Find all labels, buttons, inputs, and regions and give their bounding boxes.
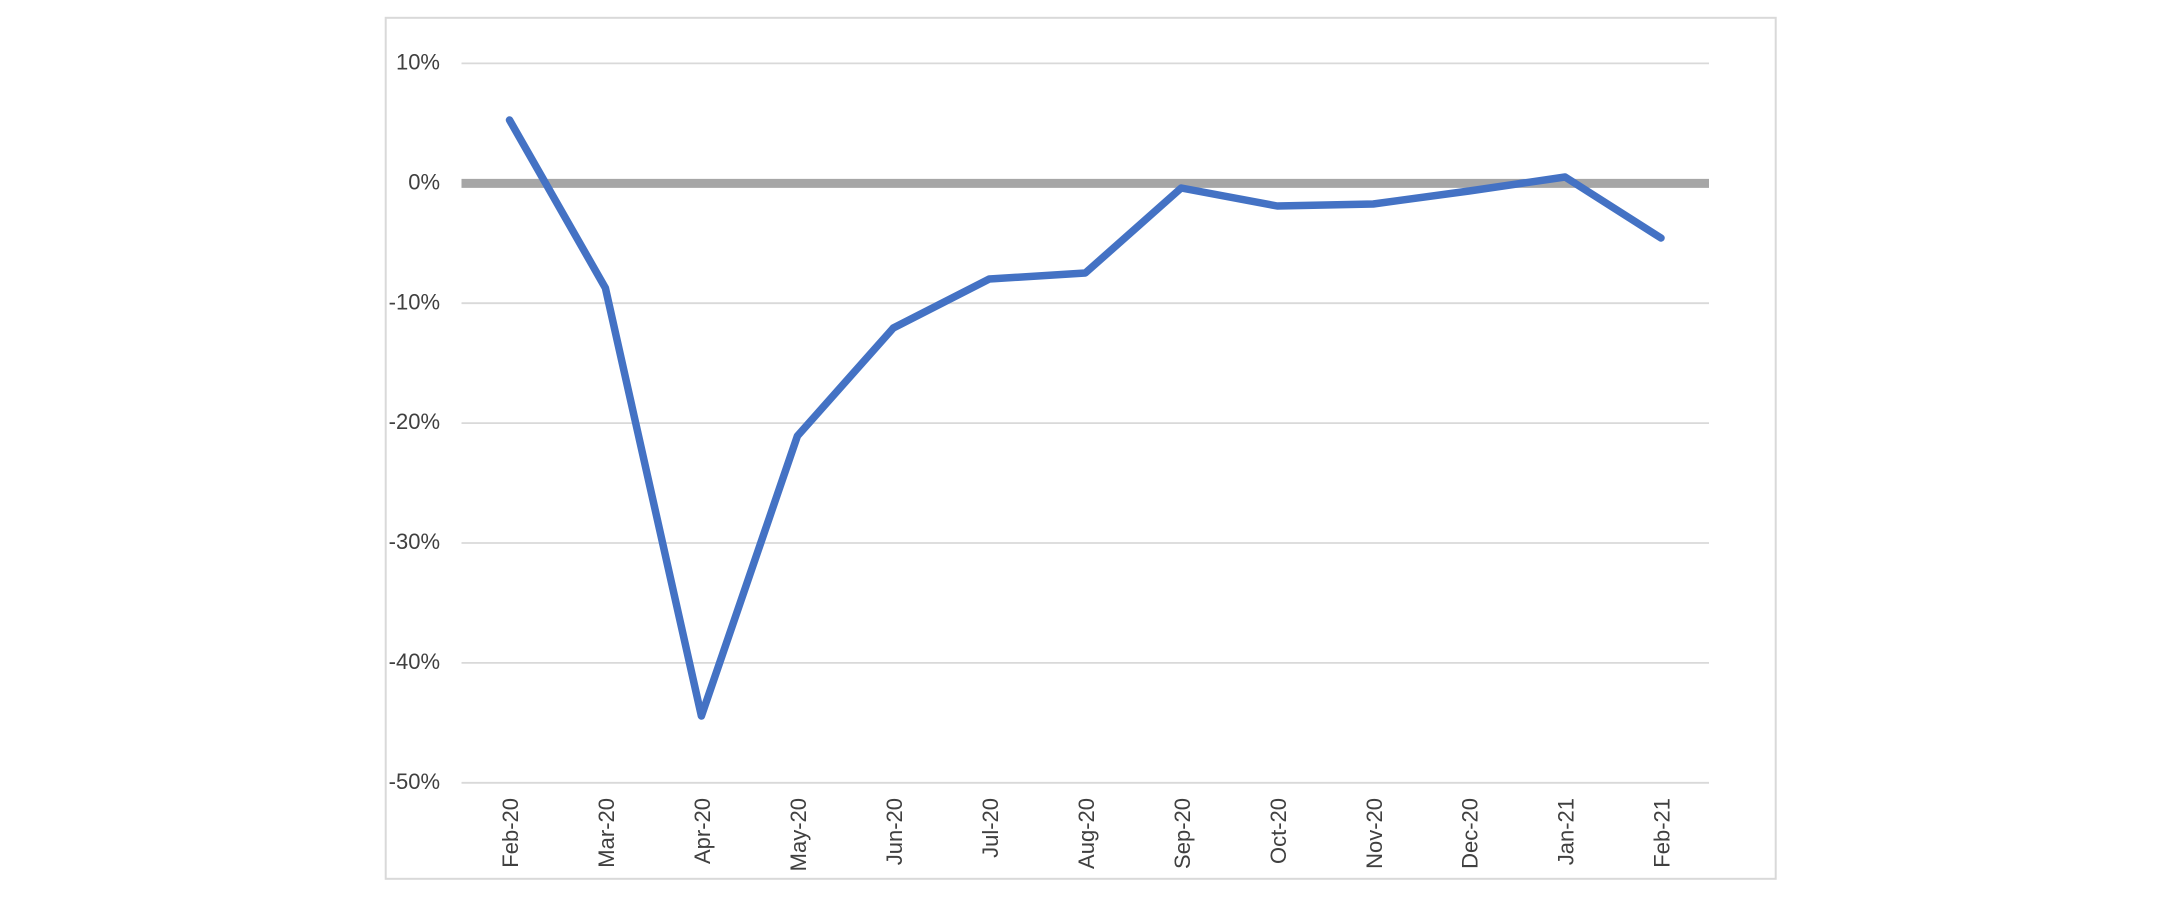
svg-text:Nov-20: Nov-20 (1362, 798, 1387, 869)
svg-text:0%: 0% (408, 169, 440, 194)
svg-text:Apr-20: Apr-20 (690, 798, 715, 864)
svg-text:Feb-21: Feb-21 (1650, 798, 1675, 868)
svg-text:Mar-20: Mar-20 (594, 798, 619, 868)
svg-text:Aug-20: Aug-20 (1074, 798, 1099, 869)
svg-text:Jun-20: Jun-20 (882, 798, 907, 865)
svg-text:-50%: -50% (389, 769, 440, 794)
svg-text:-40%: -40% (389, 649, 440, 674)
svg-text:Jul-20: Jul-20 (978, 798, 1003, 858)
svg-text:-10%: -10% (389, 289, 440, 314)
svg-text:-20%: -20% (389, 409, 440, 434)
svg-text:Sep-20: Sep-20 (1170, 798, 1195, 869)
svg-text:Dec-20: Dec-20 (1458, 798, 1483, 869)
svg-text:Feb-20: Feb-20 (498, 798, 523, 868)
svg-text:May-20: May-20 (786, 798, 811, 871)
svg-text:10%: 10% (396, 50, 440, 75)
svg-text:Jan-21: Jan-21 (1554, 798, 1579, 865)
svg-text:-30%: -30% (389, 529, 440, 554)
svg-text:Oct-20: Oct-20 (1266, 798, 1291, 864)
